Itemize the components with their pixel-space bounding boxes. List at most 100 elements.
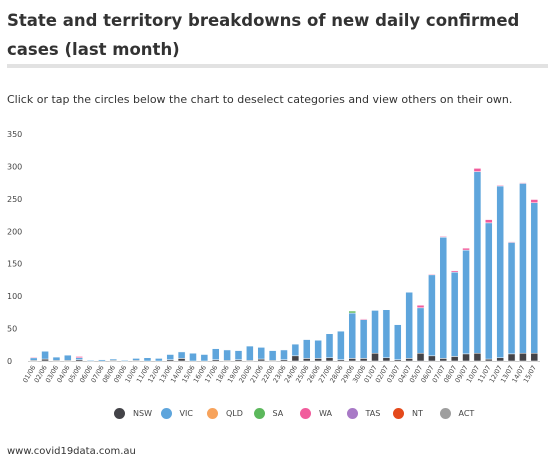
bar-segment-wa[interactable] xyxy=(428,273,436,276)
bar-segment-vic[interactable] xyxy=(416,307,425,354)
bar-segment-vic[interactable] xyxy=(325,333,334,359)
bar-segment-nsw[interactable] xyxy=(428,355,436,362)
bar-segment-vic[interactable] xyxy=(86,360,95,362)
legend-item-wa[interactable]: WA xyxy=(300,408,332,419)
bar-segment-vic[interactable] xyxy=(337,330,345,360)
legend-item-nsw[interactable]: NSW xyxy=(114,408,152,419)
bar-segment-wa[interactable] xyxy=(29,356,38,359)
legend-marker[interactable] xyxy=(160,408,172,419)
bar-segment-nsw[interactable] xyxy=(485,358,493,362)
legend-marker[interactable] xyxy=(393,408,404,419)
bar-segment-wa[interactable] xyxy=(473,168,482,172)
bar-segment-vic[interactable] xyxy=(120,360,129,362)
bar-segment-nsw[interactable] xyxy=(416,352,425,362)
bar-segment-wa[interactable] xyxy=(462,247,470,251)
bar-segment-vic[interactable] xyxy=(41,351,49,360)
bar-segment-wa[interactable] xyxy=(496,184,504,187)
bar-segment-vic[interactable] xyxy=(200,354,209,362)
bar-segment-vic[interactable] xyxy=(348,312,357,359)
bar-segment-wa[interactable] xyxy=(530,199,539,203)
bar-segment-nsw[interactable] xyxy=(462,353,470,362)
legend-item-vic[interactable]: VIC xyxy=(160,408,193,419)
bar-segment-nsw[interactable] xyxy=(177,358,186,362)
legend-marker[interactable] xyxy=(439,408,451,419)
legend-marker[interactable] xyxy=(114,408,125,419)
bar-segment-vic[interactable] xyxy=(223,349,231,361)
bar-segment-vic[interactable] xyxy=(211,348,220,360)
bar-segment-nsw[interactable] xyxy=(439,358,448,362)
bar-segment-nsw[interactable] xyxy=(382,357,391,362)
bar-segment-vic[interactable] xyxy=(280,349,288,360)
bar-segment-nsw[interactable] xyxy=(405,358,413,362)
bar-segment-nsw[interactable] xyxy=(41,358,49,362)
bar-segment-vic[interactable] xyxy=(450,271,459,357)
bar-segment-vic[interactable] xyxy=(52,356,61,361)
bar-segment-vic[interactable] xyxy=(132,358,140,361)
legend-marker[interactable] xyxy=(207,408,218,419)
bar-segment-vic[interactable] xyxy=(75,357,83,360)
bar-segment-wa[interactable] xyxy=(359,318,368,320)
legend-item-nt[interactable]: NT xyxy=(393,408,423,419)
bar-segment-wa[interactable] xyxy=(416,304,425,309)
bar-segment-vic[interactable] xyxy=(507,242,516,355)
bar-segment-vic[interactable] xyxy=(382,309,391,359)
bar-segment-nsw[interactable] xyxy=(314,358,322,362)
legend-marker[interactable] xyxy=(253,408,265,419)
bar-segment-vic[interactable] xyxy=(98,359,106,362)
bar-segment-vic[interactable] xyxy=(302,339,311,359)
bar-segment-vic[interactable] xyxy=(496,185,504,359)
bar-segment-nsw[interactable] xyxy=(473,352,482,362)
bar-segment-nsw[interactable] xyxy=(348,358,357,362)
y-tick-label: 300 xyxy=(7,162,22,171)
bar-segment-vic[interactable] xyxy=(246,345,254,361)
bar-segment-wa[interactable] xyxy=(519,182,527,184)
bar-segment-vic[interactable] xyxy=(473,171,482,354)
bar-segment-vic[interactable] xyxy=(257,347,266,360)
bar-segment-vic[interactable] xyxy=(359,319,368,359)
bar-segment-vic[interactable] xyxy=(428,274,436,357)
bar-segment-vic[interactable] xyxy=(177,351,186,359)
bar-segment-vic[interactable] xyxy=(371,310,379,354)
bar-segment-vic[interactable] xyxy=(155,358,163,362)
bar-segment-wa[interactable] xyxy=(507,241,516,243)
legend-item-sa[interactable]: SA xyxy=(253,408,283,419)
bar-segment-nsw[interactable] xyxy=(302,358,311,362)
bar-segment-vic[interactable] xyxy=(64,354,72,361)
bar-segment-wa[interactable] xyxy=(450,270,459,273)
bar-segment-nsw[interactable] xyxy=(371,352,379,362)
bar-segment-vic[interactable] xyxy=(485,222,493,360)
bar-segment-vic[interactable] xyxy=(268,350,277,361)
legend-marker[interactable] xyxy=(346,408,358,419)
bar-segment-vic[interactable] xyxy=(166,354,174,360)
bar-segment-vic[interactable] xyxy=(314,340,322,359)
legend-item-tas[interactable]: TAS xyxy=(346,408,380,419)
bar-segment-wa[interactable] xyxy=(75,356,83,359)
bar-segment-nsw[interactable] xyxy=(325,357,334,362)
bar-segment-vic[interactable] xyxy=(462,249,470,355)
bar-segment-nsw[interactable] xyxy=(530,352,539,362)
bar-segment-nsw[interactable] xyxy=(450,356,459,362)
bar-segment-sa[interactable] xyxy=(348,310,357,314)
bar-segment-vic[interactable] xyxy=(189,352,197,362)
bar-segment-vic[interactable] xyxy=(405,292,413,359)
bar-segment-vic[interactable] xyxy=(291,343,300,357)
bar-segment-nsw[interactable] xyxy=(507,353,516,362)
y-tick-label: 0 xyxy=(7,357,12,366)
bar-segment-wa[interactable] xyxy=(439,236,448,238)
bar-segment-wa[interactable] xyxy=(485,219,493,224)
legend-marker[interactable] xyxy=(300,408,311,419)
bar-segment-vic[interactable] xyxy=(109,358,118,361)
bar-segment-vic[interactable] xyxy=(439,236,448,359)
bar-segment-vic[interactable] xyxy=(143,357,152,362)
bar-segment-vic[interactable] xyxy=(530,202,539,354)
legend-item-qld[interactable]: QLD xyxy=(207,408,243,419)
bar-segment-vic[interactable] xyxy=(234,350,243,360)
bar-segment-nsw[interactable] xyxy=(496,357,504,362)
bar-segment-nsw[interactable] xyxy=(359,358,368,362)
legend-item-act[interactable]: ACT xyxy=(439,408,474,419)
bar-segment-vic[interactable] xyxy=(394,324,402,360)
bar-segment-vic[interactable] xyxy=(519,183,527,354)
bar-segment-nsw[interactable] xyxy=(291,355,300,362)
bar-segment-nsw[interactable] xyxy=(519,352,527,362)
bar-segment-nsw[interactable] xyxy=(257,358,266,362)
